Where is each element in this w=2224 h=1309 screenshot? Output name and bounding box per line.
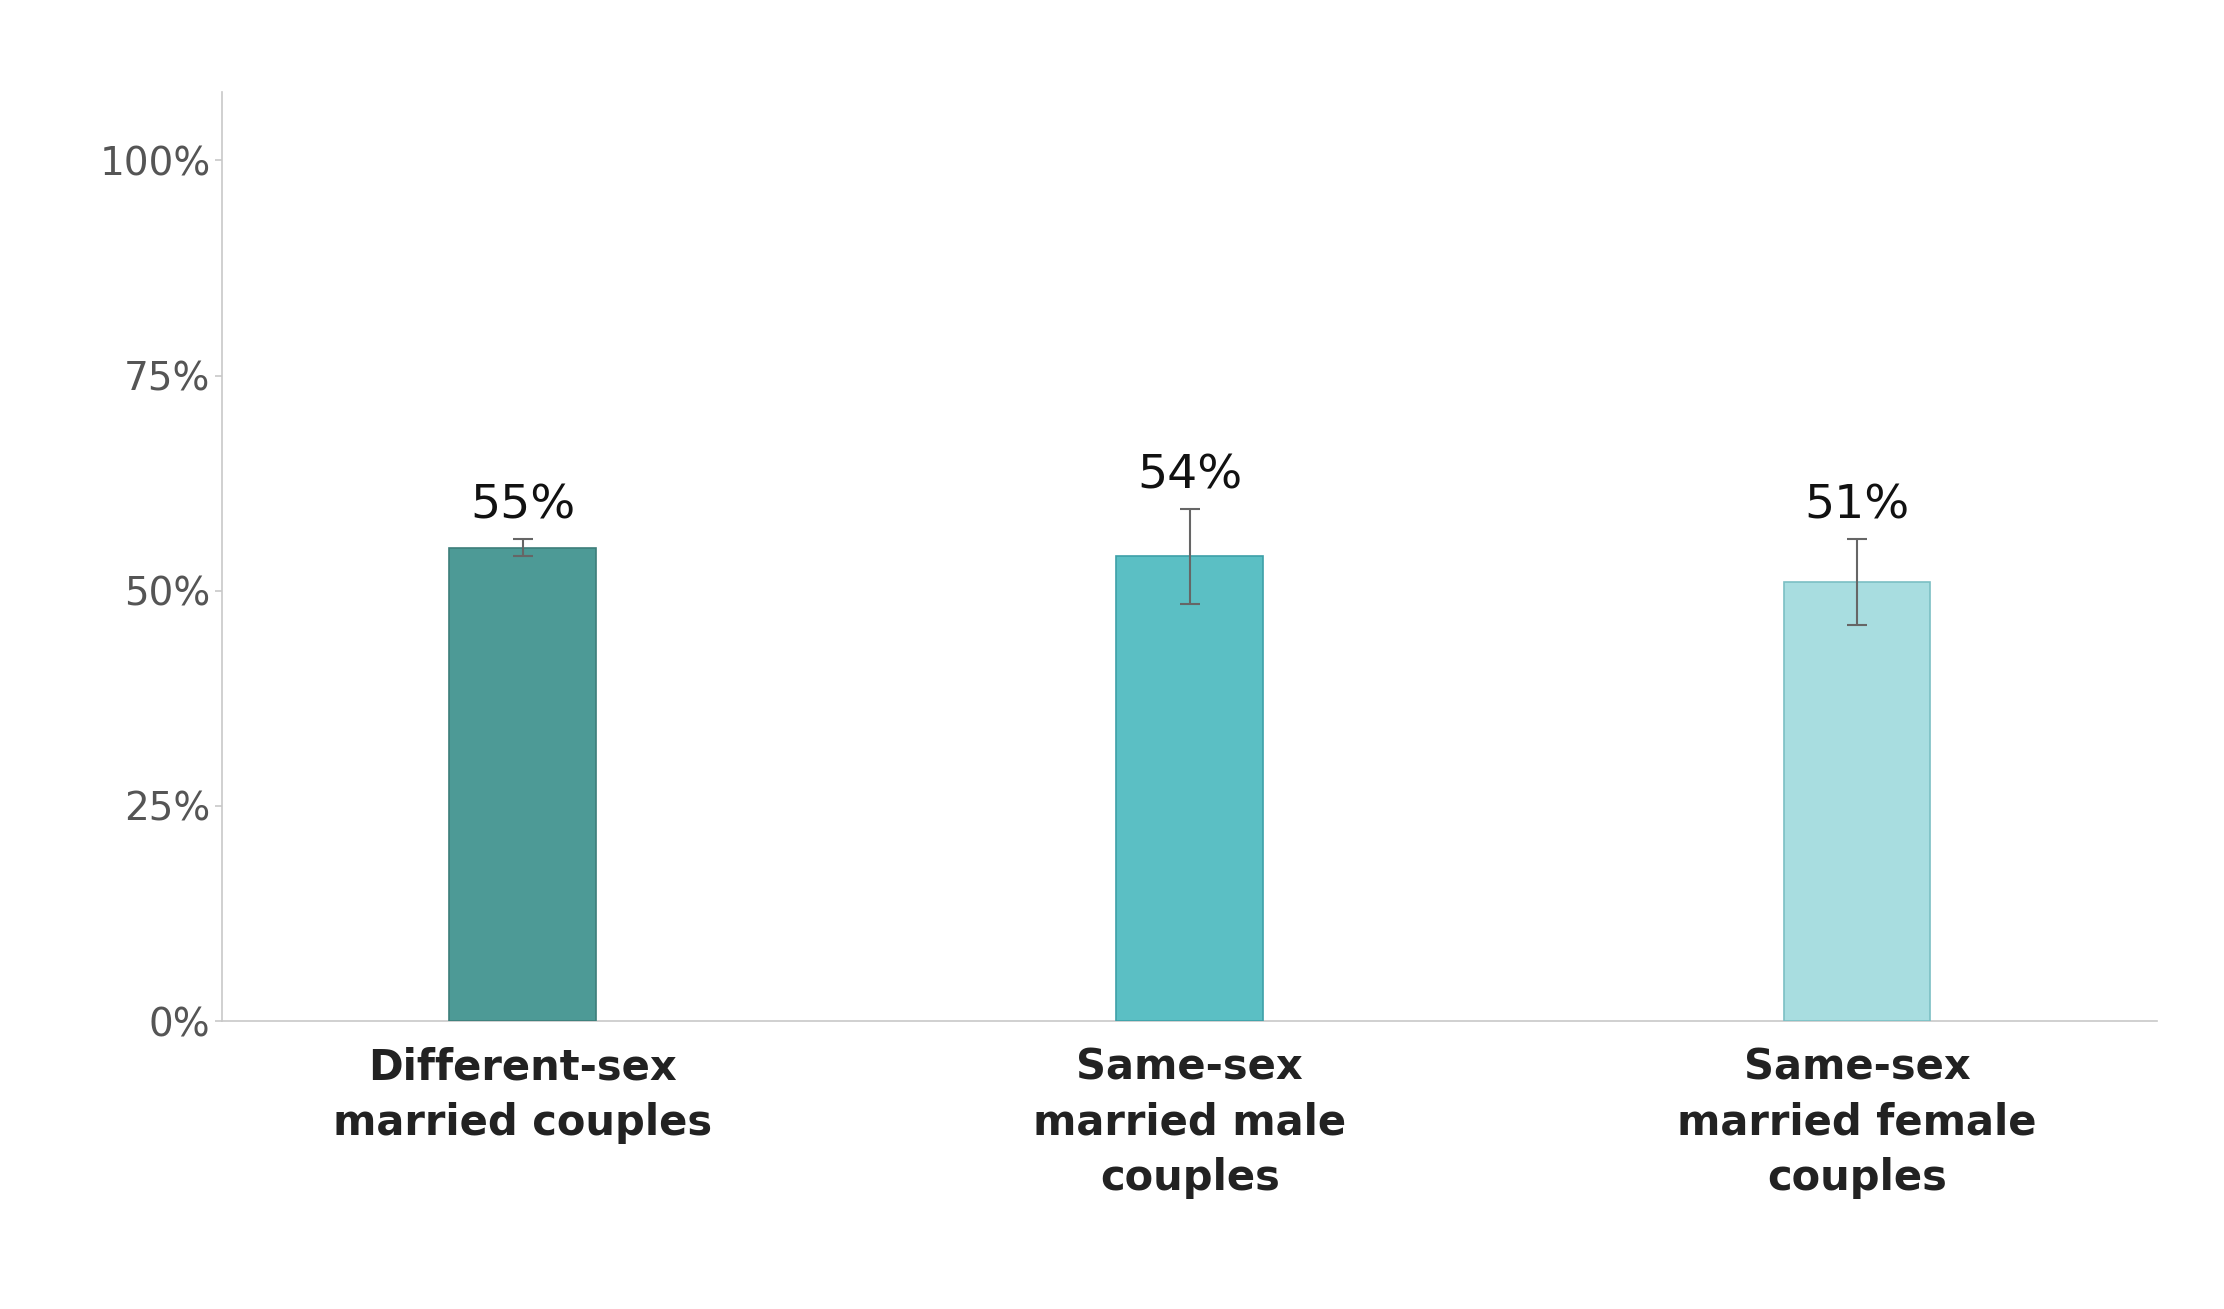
Text: 54%: 54% — [1136, 454, 1243, 499]
Bar — [1116, 556, 1263, 1021]
Text: 51%: 51% — [1804, 484, 1910, 529]
Text: 55%: 55% — [469, 484, 576, 529]
Bar — [1784, 583, 1930, 1021]
Bar — [449, 547, 596, 1021]
